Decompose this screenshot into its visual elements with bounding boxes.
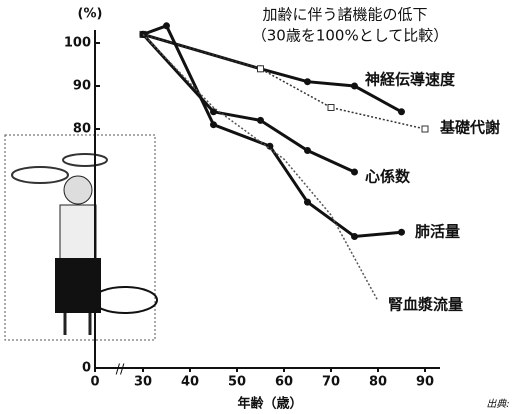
point <box>266 142 274 150</box>
point <box>163 22 170 30</box>
point <box>304 198 311 206</box>
point <box>351 82 358 90</box>
y-tick-label: 80 <box>73 122 91 137</box>
point <box>398 228 405 236</box>
x-tick-label: 60 <box>275 375 293 390</box>
series-label: 肺活量 <box>415 223 460 241</box>
x-tick-label: 0 <box>90 375 99 390</box>
point <box>398 108 405 116</box>
series-label: 心係数 <box>365 168 411 186</box>
x-tick-label: 50 <box>228 375 246 390</box>
point <box>304 78 311 86</box>
x-tick-label: 90 <box>416 375 434 390</box>
point <box>257 116 264 124</box>
illustration <box>4 134 158 341</box>
point <box>351 233 358 240</box>
point <box>210 121 217 129</box>
series-label: 基礎代謝 <box>439 119 500 137</box>
series-label: 神経伝導速度 <box>365 71 456 89</box>
x-tick-label: 80 <box>369 375 387 390</box>
series-label: 腎血漿流量 <box>388 296 463 314</box>
chart-title: 加齢に伴う諸機能の低下 <box>262 6 427 24</box>
chart-subtitle: （30歳を100%として比較） <box>252 27 449 45</box>
point <box>304 147 311 154</box>
point <box>327 104 335 111</box>
y-tick-label: 90 <box>73 79 91 94</box>
point <box>257 65 264 73</box>
y-tick-label: 0 <box>82 361 91 376</box>
y-tick-label: 100 <box>64 36 91 51</box>
series-line <box>142 33 426 130</box>
y-axis-label: (%) <box>78 7 103 22</box>
axis-break: // <box>116 363 125 378</box>
series-line <box>142 23 402 239</box>
x-tick-label: 30 <box>134 375 152 390</box>
point <box>421 125 429 133</box>
x-axis-label: 年齢（歳） <box>237 396 302 412</box>
series-line <box>142 33 379 302</box>
source: 出典: <box>486 398 509 410</box>
x-tick-label: 40 <box>181 375 199 390</box>
point <box>351 168 358 176</box>
x-tick-label: 70 <box>322 375 340 390</box>
point <box>210 108 217 116</box>
